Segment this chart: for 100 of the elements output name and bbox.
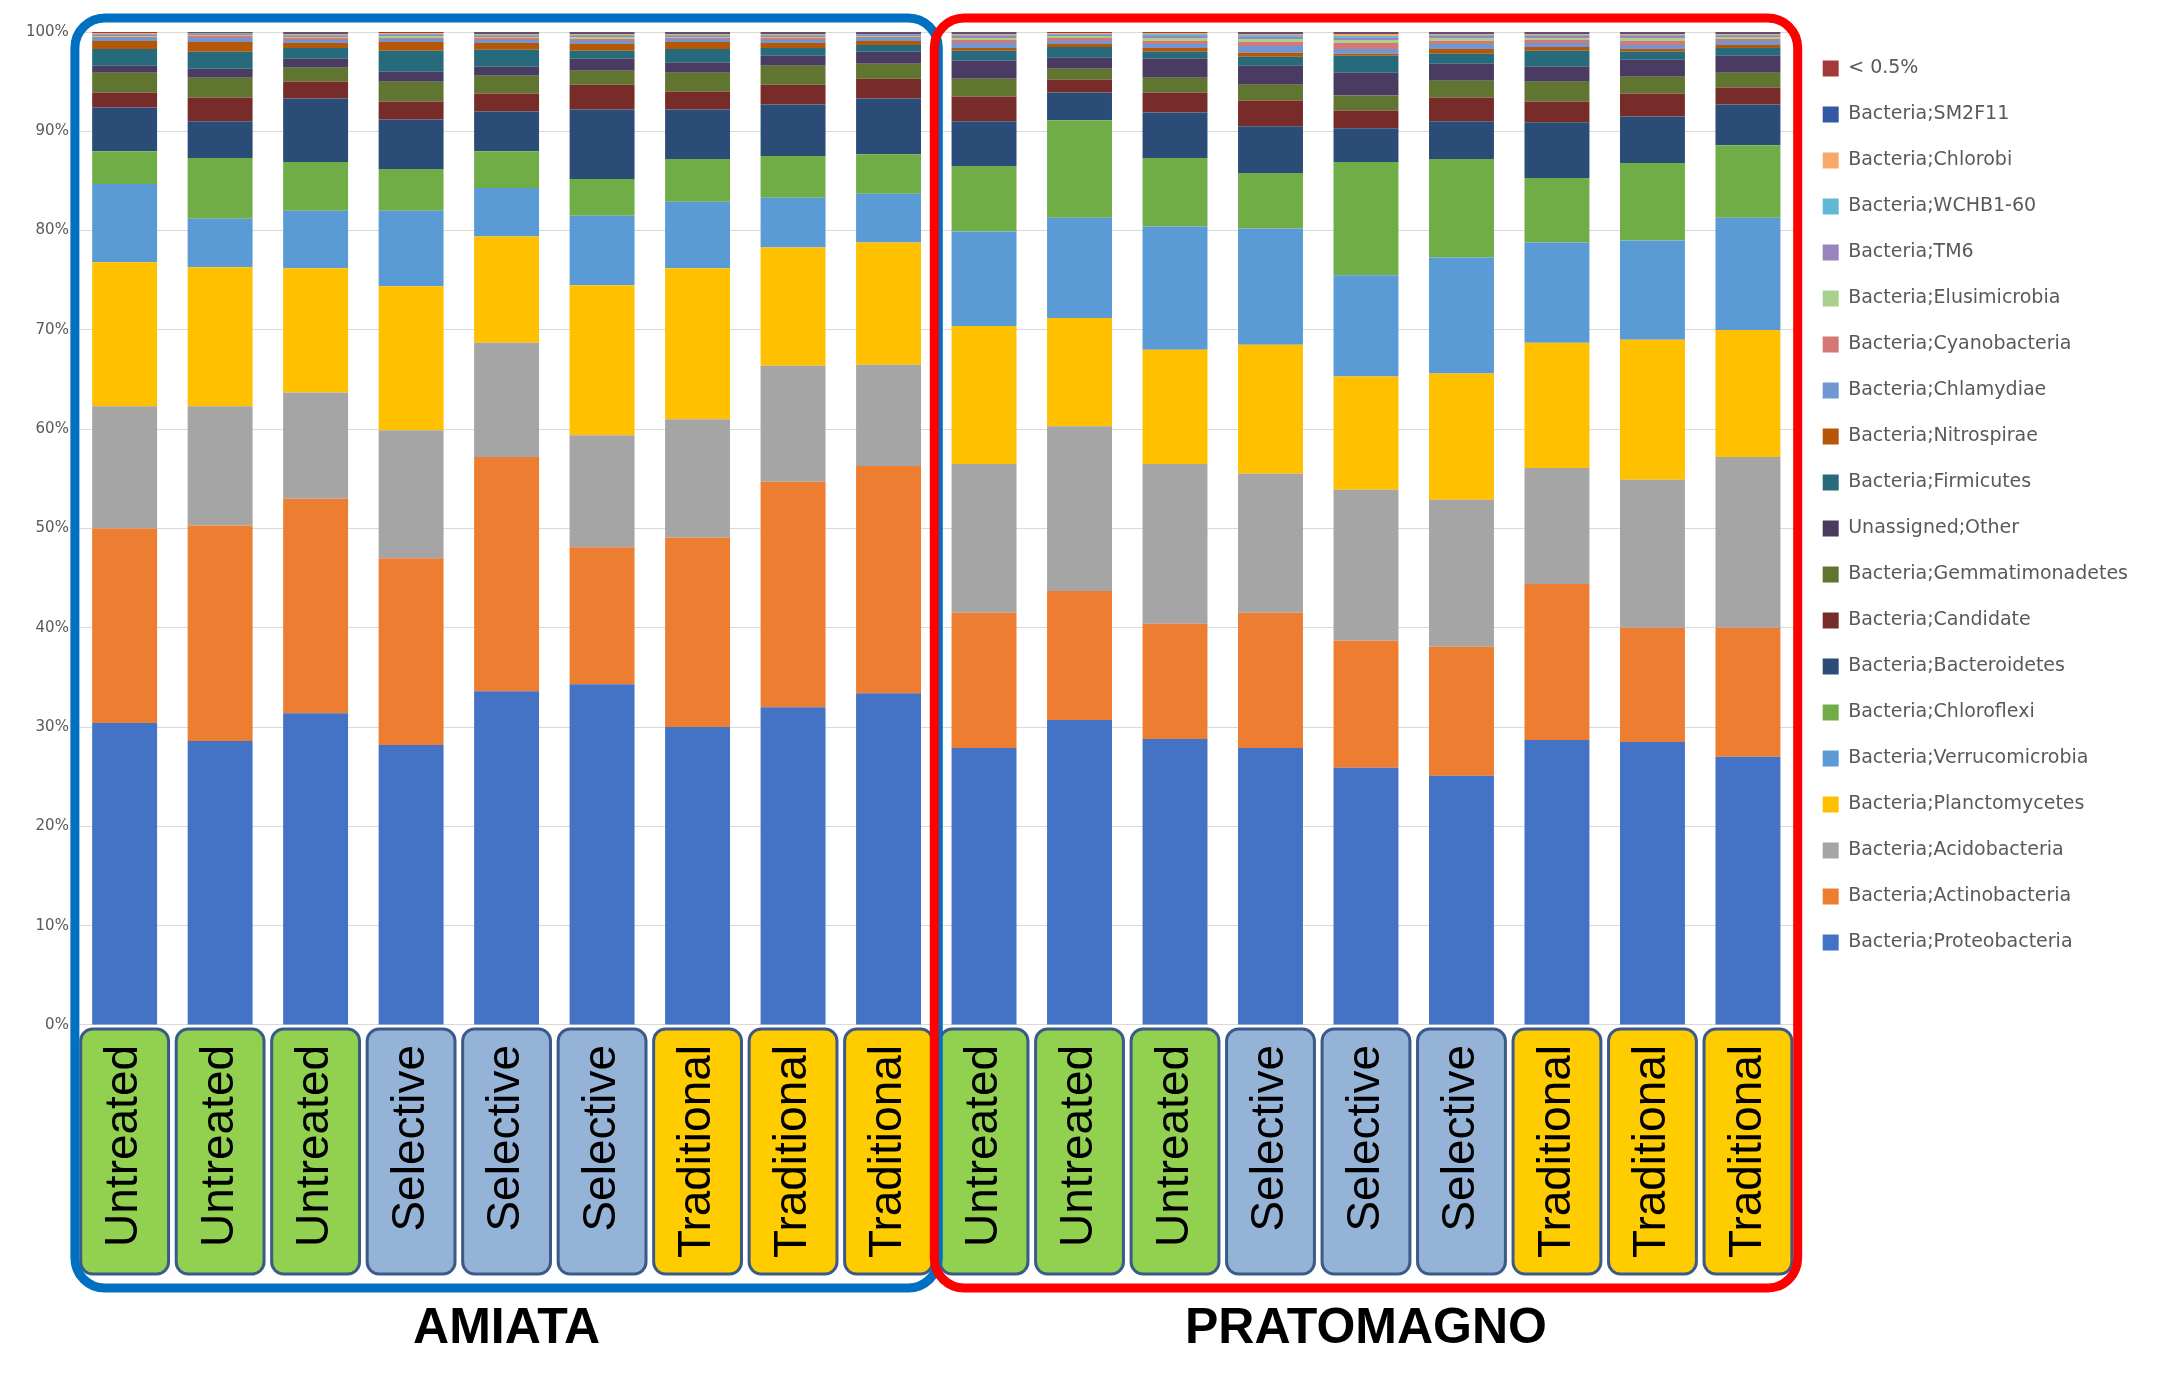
bar [665,91,731,110]
bar [1620,240,1685,340]
x-tick-label: Untreated [1145,1044,1198,1247]
bar [569,435,635,548]
bar [474,111,540,152]
legend-label: Bacteria;Chlorobi [1848,147,2013,170]
bar [474,49,540,67]
x-tick-label: Untreated [1050,1044,1103,1247]
bar [1238,612,1303,748]
bar [92,92,158,108]
y-tick-label: 80% [35,220,69,239]
legend-label: Bacteria;Firmicutes [1848,469,2032,492]
bar [1715,456,1781,628]
x-tick-label: Selective [477,1044,530,1232]
bar [378,430,444,559]
bar [760,65,826,85]
bar [1620,479,1685,628]
bar [283,42,349,48]
bar [1524,81,1590,102]
bar [856,78,922,99]
bar [569,43,635,51]
y-tick-label: 40% [35,617,69,636]
bar [1142,47,1208,52]
bar [1333,489,1399,641]
bar [1715,329,1781,457]
bar [856,154,922,194]
bar [1333,162,1399,276]
bar [856,465,922,694]
bar [1047,426,1112,592]
bar [951,612,1017,748]
bar [283,162,349,211]
bar [1524,584,1590,740]
bar [1047,591,1112,721]
bar [1524,46,1590,51]
bar [856,242,922,365]
bar [569,178,635,216]
x-tick-label: Selective [572,1044,625,1232]
bar [569,109,635,179]
bar [1333,128,1399,163]
bar [1620,51,1685,60]
x-tick-label: Selective [1336,1044,1389,1232]
y-tick-label: 60% [35,419,69,438]
bar [760,84,826,105]
bar [378,210,444,287]
bar [665,537,731,728]
legend-label: Bacteria;Proteobacteria [1848,929,2073,952]
bar [760,247,826,366]
bar [187,97,253,122]
bar [1238,65,1303,85]
bar [1715,55,1781,73]
bar [760,55,826,66]
bar [665,62,731,73]
legend-label: Unassigned;Other [1848,515,2020,538]
bar [665,268,731,420]
bar [951,231,1017,326]
bar [1142,226,1208,350]
x-tick-label: Traditional [763,1044,816,1259]
y-tick-label: 70% [35,319,69,338]
bar [92,262,158,407]
x-tick-label: Untreated [954,1044,1007,1247]
bar [1620,59,1685,77]
bar [92,183,158,263]
text: AMIATA [413,1297,601,1354]
legend-label: Bacteria;WCHB1-60 [1848,193,2037,216]
bar [665,72,731,92]
bar [1238,84,1303,101]
bar [760,365,826,482]
bar [474,342,540,457]
bar [1333,42,1399,49]
bar [1047,46,1112,58]
bar [1333,640,1399,768]
bar [1429,159,1494,258]
bar [1620,48,1685,52]
bar [283,98,349,163]
x-tick-label: Traditional [1623,1044,1676,1259]
text: PRATOMAGNO [1184,1297,1548,1354]
legend-label: Bacteria;TM6 [1848,239,1974,262]
x-tick-label: Traditional [1718,1044,1771,1259]
bar [665,201,731,269]
bar [283,268,349,393]
bar [474,236,540,343]
bar [856,63,922,79]
legend-label: Bacteria;Bacteroidetes [1848,653,2065,676]
bar [760,47,826,56]
bar [92,107,158,152]
x-tick-label: Traditional [859,1044,912,1259]
bar [378,119,444,170]
bar [283,67,349,82]
bar [1524,242,1590,343]
bar [1524,50,1590,67]
bar [951,50,1017,61]
bar [187,37,253,42]
bar [1620,116,1685,164]
bar [1429,48,1494,54]
legend-label: Bacteria;Verrucomicrobia [1848,745,2089,768]
x-tick-label: Selective [1241,1044,1294,1232]
bar [1047,317,1112,427]
bar [474,42,540,50]
bar [1429,646,1494,776]
bar [283,392,349,499]
